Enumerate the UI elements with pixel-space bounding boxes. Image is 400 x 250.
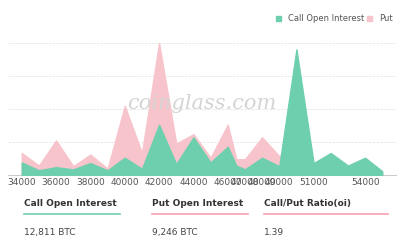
Text: coinglass.com: coinglass.com xyxy=(127,94,277,113)
Legend: Call Open Interest, Put: Call Open Interest, Put xyxy=(272,11,396,27)
Text: 12,811 BTC: 12,811 BTC xyxy=(24,228,76,237)
Text: 9,246 BTC: 9,246 BTC xyxy=(152,228,198,237)
Text: 1.39: 1.39 xyxy=(264,228,284,237)
Text: Put Open Interest: Put Open Interest xyxy=(152,199,243,208)
Text: Call Open Interest: Call Open Interest xyxy=(24,199,117,208)
Text: Call/Put Ratio(oi): Call/Put Ratio(oi) xyxy=(264,199,351,208)
